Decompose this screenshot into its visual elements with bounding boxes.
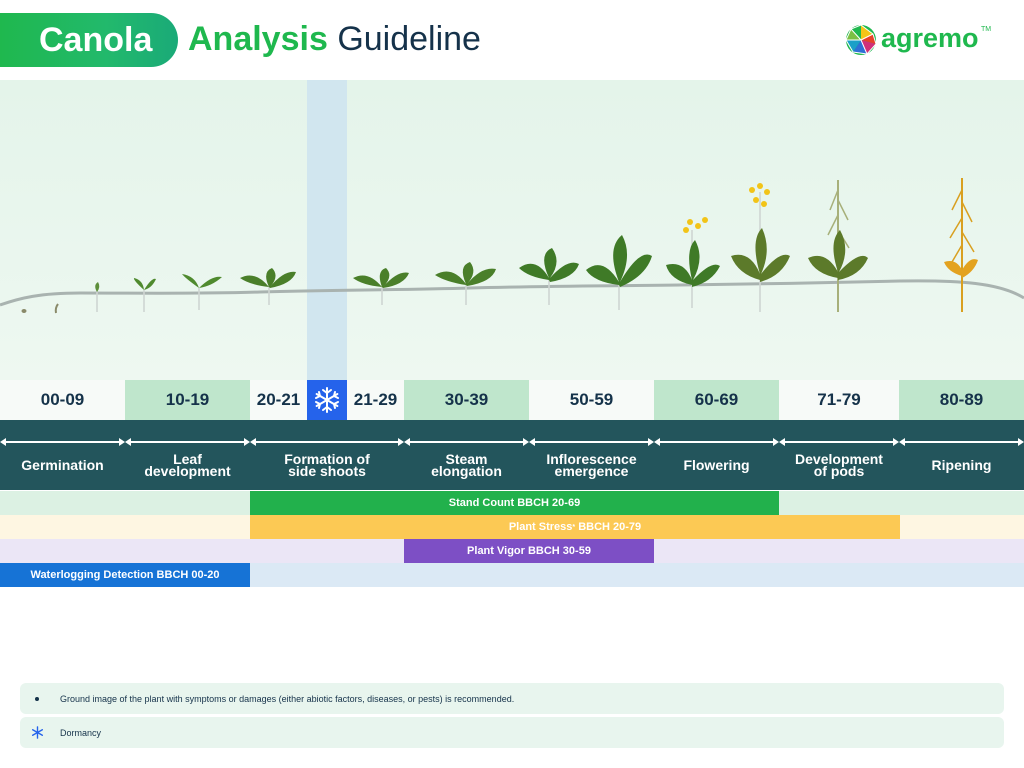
bbch-code: 30-39 bbox=[404, 380, 529, 420]
dormancy-band bbox=[307, 80, 347, 420]
stage-range-arrow bbox=[654, 438, 779, 446]
page-title: Analysis Guideline bbox=[188, 20, 481, 59]
stage-range-arrow bbox=[250, 438, 404, 446]
bbch-code: 00-09 bbox=[0, 380, 125, 420]
logo-trademark: TM bbox=[981, 26, 992, 33]
bar-label-suffix: BBCH 20-79 bbox=[575, 521, 642, 533]
note-text: Dormancy bbox=[60, 727, 102, 738]
plant-flowering-icon bbox=[666, 183, 790, 312]
bbch-code: 10-19 bbox=[125, 380, 250, 420]
stage-label: Formation of side shoots bbox=[284, 451, 370, 479]
plant-leaf-development-icon bbox=[133, 274, 222, 312]
stage-range-arrow bbox=[779, 438, 899, 446]
bbch-code: 21-29 bbox=[347, 380, 404, 420]
note-text: Ground image of the plant with symptoms … bbox=[60, 693, 515, 704]
plant-stem-elongation-icon bbox=[435, 262, 496, 305]
stage-label: Germination bbox=[21, 457, 104, 473]
lane-plant-vigor: Plant Vigor BBCH 30-59 bbox=[0, 539, 1024, 563]
stage-steam-elongation: Steam elongation bbox=[404, 420, 529, 490]
stage-label: Leaf development bbox=[144, 451, 231, 479]
bbch-code: 50-59 bbox=[529, 380, 654, 420]
stage-range-arrow bbox=[125, 438, 250, 446]
stage-inflorescence-emergence: Inflorescence emergence bbox=[529, 420, 654, 490]
bbch-code: 20-21 bbox=[250, 380, 307, 420]
plant-ripening-icon bbox=[944, 178, 978, 312]
bar-label: Stand Count BBCH 20-69 bbox=[448, 497, 581, 509]
stage-side-shoots: Formation of side shoots bbox=[250, 420, 404, 490]
lane-plant-stress: Plant Stress * BBCH 20-79 bbox=[0, 515, 1024, 539]
bbch-code: 80-89 bbox=[899, 380, 1024, 420]
stage-label: Steam elongation bbox=[431, 451, 502, 479]
stage-label: Inflorescence emergence bbox=[546, 451, 637, 479]
growth-stages-row: Germination Leaf development Formation o… bbox=[0, 420, 1024, 490]
recommendation-mark: * bbox=[572, 523, 576, 531]
plant-germination-icon bbox=[21, 282, 100, 314]
stage-development-of-pods: Development of pods bbox=[779, 420, 899, 490]
title-crop: Canola bbox=[39, 21, 153, 59]
snowflake-icon bbox=[30, 717, 44, 748]
stage-flowering: Flowering bbox=[654, 420, 779, 490]
bbch-code-row: 00-09 10-19 20-21 21-29 30-39 50-59 60-6… bbox=[0, 380, 1024, 420]
soil-line bbox=[0, 279, 1024, 307]
bar-label: Waterlogging Detection BBCH 00-20 bbox=[30, 569, 220, 581]
bar-label: Plant Stress bbox=[508, 521, 573, 533]
lane-stand-count: Stand Count BBCH 20-69 bbox=[0, 491, 1024, 515]
stage-label: Flowering bbox=[683, 457, 750, 473]
stand-count-bar: Stand Count BBCH 20-69 bbox=[250, 491, 779, 515]
snowflake-icon bbox=[315, 387, 339, 413]
plant-stress-bar: Plant Stress * BBCH 20-79 bbox=[250, 515, 900, 539]
stage-range-arrow bbox=[529, 438, 654, 446]
logo-text: agremo bbox=[881, 23, 979, 53]
note-dormancy: Dormancy bbox=[20, 717, 1004, 748]
bar-label: Plant Vigor BBCH 30-59 bbox=[467, 545, 591, 557]
stage-label: Ripening bbox=[931, 457, 992, 473]
dormancy-marker bbox=[307, 380, 347, 420]
waterlogging-bar: Waterlogging Detection BBCH 00-20 bbox=[0, 563, 250, 587]
plant-inflorescence-icon bbox=[519, 235, 652, 310]
title-accent: Analysis bbox=[188, 20, 328, 58]
stage-range-arrow bbox=[404, 438, 529, 446]
stage-range-arrow bbox=[899, 438, 1024, 446]
lane-waterlogging: Waterlogging Detection BBCH 00-20 bbox=[0, 563, 1024, 587]
stage-label: Development of pods bbox=[795, 451, 883, 479]
stage-leaf-development: Leaf development bbox=[125, 420, 250, 490]
plant-pods-icon bbox=[808, 180, 868, 312]
title-rest: Guideline bbox=[337, 20, 481, 58]
stage-ripening: Ripening bbox=[899, 420, 1024, 490]
plant-growth-illustration bbox=[0, 178, 1024, 314]
agremo-logo: agremo TM bbox=[845, 22, 995, 58]
bbch-code: 71-79 bbox=[779, 380, 899, 420]
title-pill: Canola bbox=[0, 13, 178, 67]
stage-germination: Germination bbox=[0, 420, 125, 490]
agremo-logo-mark-icon bbox=[845, 24, 877, 55]
plant-side-shoots-icon bbox=[240, 268, 409, 305]
stage-range-arrow bbox=[0, 438, 125, 446]
note-ground-image: Ground image of the plant with symptoms … bbox=[20, 683, 1004, 714]
bullet-icon bbox=[30, 683, 44, 714]
bbch-code: 60-69 bbox=[654, 380, 779, 420]
growth-illustration bbox=[0, 80, 1024, 380]
plant-vigor-bar: Plant Vigor BBCH 30-59 bbox=[404, 539, 654, 563]
